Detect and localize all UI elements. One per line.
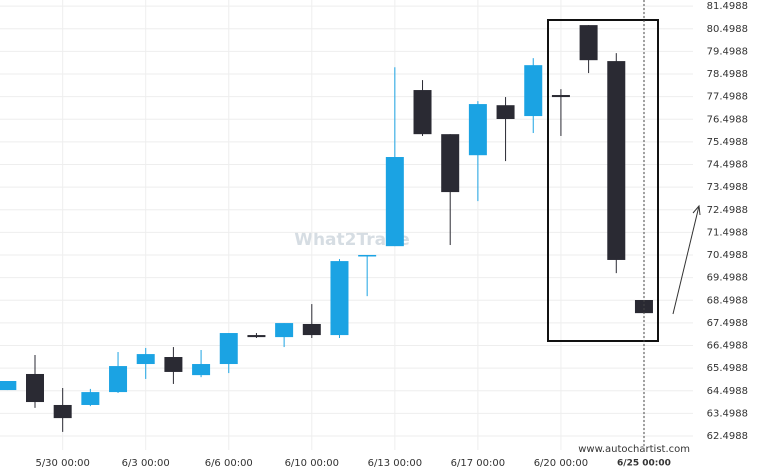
x-tick-label: 6/17 00:00 [451, 458, 505, 469]
y-tick-label: 69.4988 [707, 273, 748, 284]
y-tick-label: 75.4988 [707, 137, 748, 148]
candle-body [385, 157, 404, 247]
x-tick-label: 6/20 00:00 [534, 458, 588, 469]
x-tick-label: 6/3 00:00 [122, 458, 170, 469]
candle-body [136, 354, 155, 365]
candle-body [219, 333, 238, 365]
candle-body [358, 254, 377, 257]
candle-body [192, 364, 211, 376]
x-tick-label: 6/13 00:00 [368, 458, 422, 469]
y-tick-label: 73.4988 [707, 182, 748, 193]
candle-body [496, 105, 515, 120]
y-tick-label: 71.4988 [707, 227, 748, 238]
candle-body [164, 357, 183, 372]
x-tick-label: 6/25 00:00 [617, 459, 671, 469]
candle-body [81, 392, 100, 405]
y-tick-label: 72.4988 [707, 205, 748, 216]
candle-body [302, 323, 321, 336]
source: www.autochartist.com [578, 444, 690, 455]
pattern-box [547, 19, 659, 342]
y-tick-label: 66.4988 [707, 341, 748, 352]
candle-body [53, 404, 72, 419]
candle-body [413, 90, 432, 135]
y-tick-label: 78.4988 [707, 69, 748, 80]
candle-body [579, 25, 598, 61]
y-tick-label: 76.4988 [707, 114, 748, 125]
y-tick-label: 80.4988 [707, 24, 748, 35]
candle-body [26, 373, 44, 403]
candle-body [607, 61, 626, 260]
candle-body [468, 104, 487, 156]
candle-body [330, 261, 349, 336]
x-tick-label: 6/6 00:00 [205, 458, 253, 469]
candle-body [441, 134, 460, 193]
y-tick-label: 79.4988 [707, 46, 748, 57]
candle-body [524, 65, 543, 117]
forecast-arrow [672, 205, 700, 315]
forecast-arrow-head [692, 204, 701, 216]
y-tick-label: 65.4988 [707, 363, 748, 374]
x-tick-label: 6/10 00:00 [285, 458, 339, 469]
y-tick-label: 68.4988 [707, 295, 748, 306]
watermark: What2Trade [294, 230, 410, 250]
candle-body [109, 366, 128, 393]
y-tick-label: 74.4988 [707, 160, 748, 171]
y-tick-label: 70.4988 [707, 250, 748, 261]
y-tick-label: 81.4988 [707, 1, 748, 12]
candle-body [247, 335, 266, 338]
y-tick-label: 67.4988 [707, 318, 748, 329]
x-tick-label: 5/30 00:00 [35, 458, 89, 469]
candle-body [275, 323, 294, 338]
y-tick-label: 62.4988 [707, 431, 748, 442]
y-tick-label: 77.4988 [707, 92, 748, 103]
y-tick-label: 63.4988 [707, 408, 748, 419]
candle-body [634, 300, 653, 314]
candle-body [551, 95, 570, 98]
candle-body [0, 380, 17, 391]
y-tick-label: 64.4988 [707, 386, 748, 397]
